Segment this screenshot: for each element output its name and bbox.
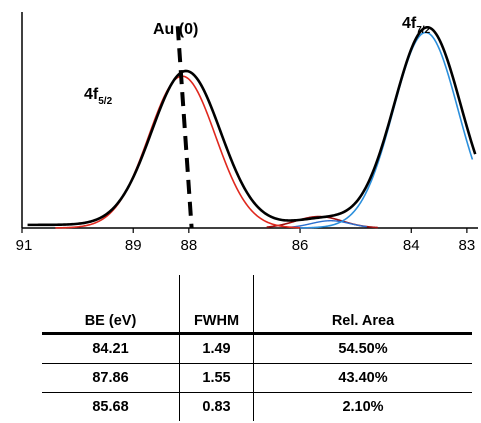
header-be: BE (eV) xyxy=(42,275,180,335)
fit-curve-minor-blue xyxy=(288,220,367,228)
x-tick-label: 88 xyxy=(180,237,197,254)
x-tick-label: 83 xyxy=(459,237,476,254)
au0-dashed-line xyxy=(175,26,194,229)
fit-curve-4f52 xyxy=(55,75,312,229)
cell-fwhm: 1.55 xyxy=(179,363,254,393)
cell-be: 87.86 xyxy=(42,363,180,393)
spectrum-curves xyxy=(27,25,477,229)
table-row: 85.68 0.83 2.10% xyxy=(42,392,472,421)
cell-rel-area: 54.50% xyxy=(253,333,472,364)
x-tick-label: 86 xyxy=(292,237,309,254)
au0-label: Au (0) xyxy=(153,21,198,38)
measured-spectrum xyxy=(27,25,477,227)
x-tick-label: 84 xyxy=(403,237,420,254)
peak-4f72-label: 4f7/2 xyxy=(402,15,431,36)
x-tick-label: 91 xyxy=(16,237,33,254)
cell-rel-area: 2.10% xyxy=(342,399,384,415)
table-header-row: BE (eV) FWHM Rel. Area xyxy=(42,275,472,335)
table-row: 87.86 1.55 43.40% xyxy=(42,363,472,393)
header-rel-area: Rel. Area xyxy=(253,275,472,335)
table-row: 84.21 1.49 54.50% xyxy=(42,333,472,364)
cell-fwhm: 0.83 xyxy=(179,392,254,421)
peak-4f52-label: 4f5/2 xyxy=(84,86,113,107)
results-table: BE (eV) FWHM Rel. Area 84.21 1.49 54.50%… xyxy=(42,275,472,421)
cell-be: 85.68 xyxy=(92,399,129,415)
header-fwhm: FWHM xyxy=(179,275,254,335)
cell-be: 84.21 xyxy=(42,333,180,364)
cell-fwhm: 1.49 xyxy=(179,333,254,364)
x-tick-label: 89 xyxy=(125,237,142,254)
cell-rel-area: 43.40% xyxy=(253,363,472,393)
